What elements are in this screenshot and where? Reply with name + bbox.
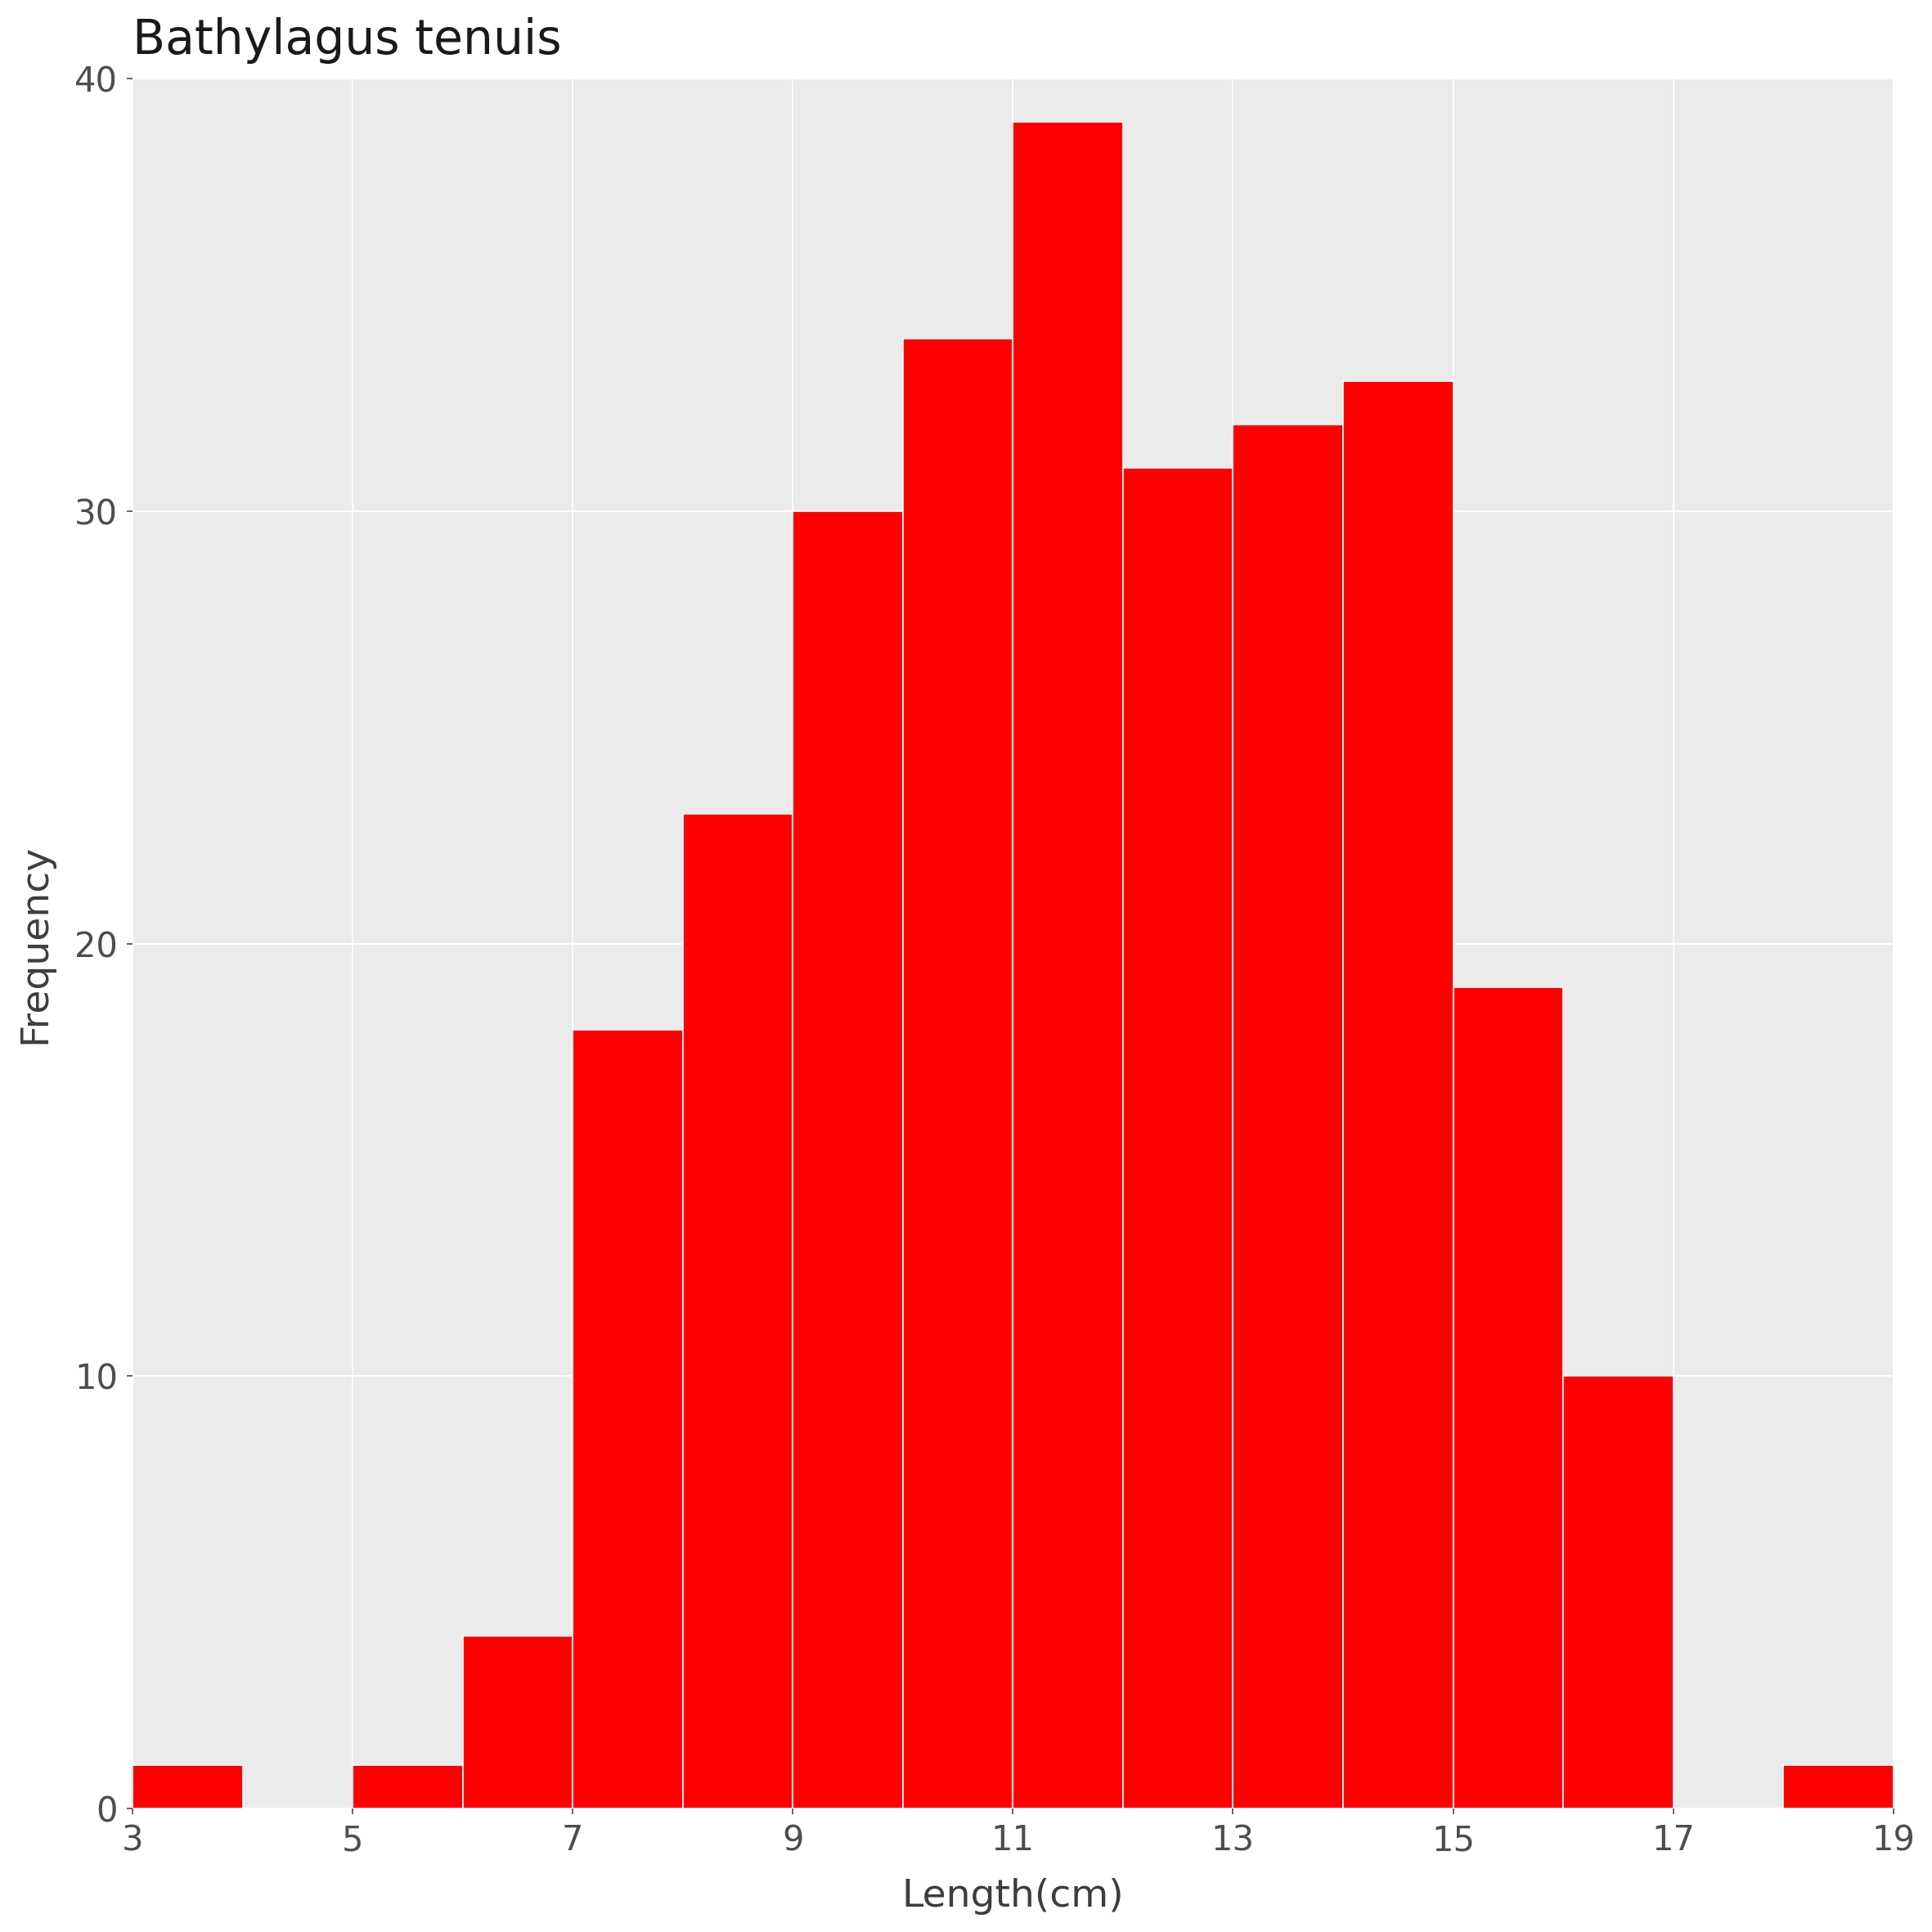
Bar bbox=[133, 1766, 243, 1808]
Bar bbox=[682, 813, 792, 1808]
Y-axis label: Frequency: Frequency bbox=[17, 844, 54, 1043]
Bar bbox=[792, 512, 902, 1808]
Text: Bathylagus tenuis: Bathylagus tenuis bbox=[133, 17, 562, 64]
Bar bbox=[902, 338, 1012, 1808]
Bar bbox=[572, 1030, 682, 1808]
Bar bbox=[1453, 987, 1563, 1808]
Bar bbox=[1343, 381, 1453, 1808]
Bar bbox=[1012, 122, 1122, 1808]
X-axis label: Length(cm): Length(cm) bbox=[902, 1878, 1124, 1915]
Bar bbox=[1563, 1376, 1673, 1808]
Bar bbox=[1783, 1766, 1893, 1808]
Bar bbox=[1233, 425, 1343, 1808]
Bar bbox=[462, 1636, 572, 1808]
Bar bbox=[1122, 468, 1233, 1808]
Bar bbox=[354, 1766, 462, 1808]
